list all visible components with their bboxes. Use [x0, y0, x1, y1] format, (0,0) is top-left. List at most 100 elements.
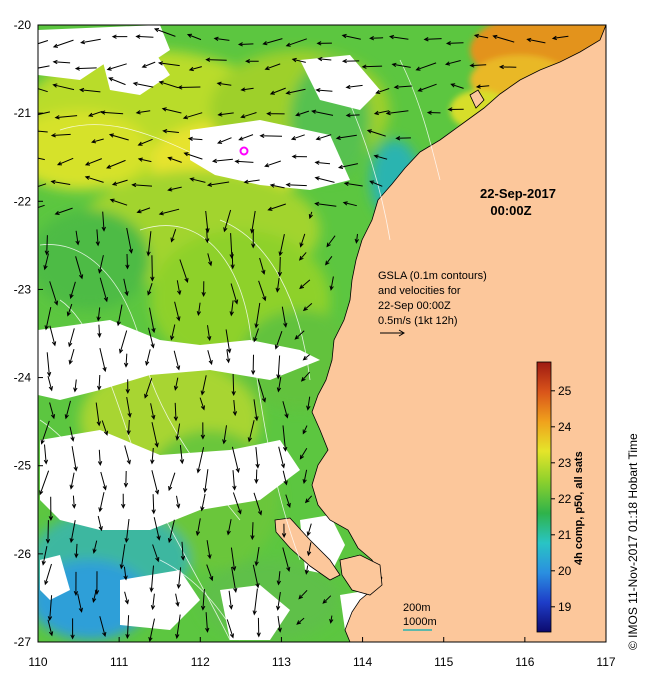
- velocity-arrow: [151, 422, 159, 448]
- y-tick-label: -23: [14, 282, 32, 296]
- velocity-arrow: [232, 492, 242, 515]
- velocity-arrow: [116, 304, 123, 327]
- velocity-arrow: [52, 59, 71, 65]
- velocity-arrow: [137, 138, 153, 146]
- velocity-arrow: [341, 58, 360, 64]
- velocity-arrow: [99, 616, 107, 637]
- velocity-arrow: [354, 233, 360, 244]
- velocity-arrow: [204, 228, 210, 244]
- velocity-arrow: [175, 423, 181, 441]
- sea-surface-temperature-map: [38, 25, 606, 642]
- velocity-arrow: [266, 111, 285, 116]
- velocity-arrow: [302, 469, 308, 485]
- velocity-arrow: [132, 81, 154, 88]
- velocity-arrow: [341, 33, 361, 40]
- velocity-arrow: [445, 41, 464, 46]
- velocity-arrow: [95, 402, 101, 427]
- velocity-arrow: [189, 177, 206, 183]
- velocity-arrow: [373, 154, 388, 160]
- velocity-arrow: [417, 83, 437, 92]
- velocity-arrow: [101, 211, 106, 232]
- velocity-arrow: [302, 303, 313, 312]
- velocity-arrow: [73, 379, 78, 393]
- velocity-arrow: [282, 401, 289, 419]
- velocity-arrow: [119, 544, 126, 570]
- velocity-arrow: [38, 157, 45, 161]
- velocity-arrow: [73, 571, 79, 597]
- velocity-arrow: [325, 256, 333, 266]
- velocity-arrow: [294, 330, 305, 340]
- velocity-arrow: [258, 280, 267, 302]
- velocity-arrow: [250, 522, 255, 541]
- velocity-arrow: [123, 566, 128, 581]
- velocity-arrow: [281, 523, 287, 539]
- velocity-arrow: [137, 157, 152, 163]
- velocity-arrow: [71, 446, 78, 472]
- velocity-arrow: [395, 136, 411, 141]
- velocity-arrow: [47, 595, 53, 622]
- velocity-arrow: [79, 87, 101, 93]
- velocity-arrow: [200, 588, 206, 611]
- velocity-arrow: [206, 564, 214, 582]
- velocity-arrow: [75, 230, 80, 246]
- y-tick-label: -24: [14, 371, 32, 385]
- velocity-arrow: [99, 347, 107, 373]
- velocity-arrow: [257, 379, 266, 403]
- velocity-arrow: [177, 85, 201, 90]
- velocity-arrow: [200, 493, 206, 512]
- colorbar-tick-label: 25: [558, 384, 572, 398]
- velocity-arrow: [291, 154, 308, 159]
- island: [339, 554, 383, 596]
- velocity-arrow: [302, 425, 308, 435]
- info-line-3: 22-Sep 00:00Z: [378, 300, 451, 312]
- velocity-arrow: [269, 183, 285, 189]
- velocity-arrow: [361, 64, 383, 69]
- velocity-arrow: [290, 134, 305, 141]
- y-tick-label: -21: [14, 106, 32, 120]
- velocity-arrow: [345, 113, 360, 118]
- velocity-arrow: [369, 180, 383, 187]
- velocity-arrow: [388, 34, 409, 40]
- velocity-arrow: [167, 186, 182, 192]
- velocity-arrow: [229, 233, 234, 260]
- velocity-arrow: [326, 235, 336, 248]
- velocity-arrow: [179, 259, 189, 283]
- velocity-arrow: [98, 255, 104, 274]
- x-tick-label: 113: [272, 655, 291, 669]
- velocity-arrow: [182, 112, 203, 120]
- velocity-arrow: [97, 515, 103, 532]
- velocity-arrow: [38, 183, 47, 188]
- velocity-arrow: [149, 565, 154, 593]
- velocity-arrow: [316, 41, 332, 46]
- velocity-arrow: [98, 492, 105, 513]
- velocity-arrow: [492, 34, 515, 43]
- velocity-arrow: [44, 563, 52, 586]
- velocity-arrow: [314, 176, 335, 183]
- velocity-arrow: [151, 470, 160, 495]
- velocity-arrow: [186, 33, 202, 41]
- colorbar-tick-label: 21: [558, 528, 572, 542]
- velocity-arrow: [269, 87, 286, 95]
- info-line-2: and velocities for: [378, 285, 461, 297]
- velocity-arrow: [175, 593, 180, 608]
- velocity-arrow: [69, 281, 76, 300]
- x-tick-label: 111: [110, 655, 129, 669]
- velocity-arrow: [240, 112, 257, 119]
- velocity-arrow: [337, 163, 359, 169]
- velocity-arrow: [136, 207, 151, 214]
- velocity-arrow: [252, 564, 260, 589]
- velocity-arrow: [161, 107, 182, 114]
- velocity-arrow: [158, 208, 180, 216]
- velocity-arrow: [97, 449, 103, 467]
- velocity-arrow: [217, 137, 232, 144]
- velocity-arrow: [162, 129, 179, 134]
- velocity-arrow: [131, 182, 153, 188]
- velocity-arrow: [385, 110, 409, 116]
- peninsula: [274, 517, 341, 581]
- velocity-arrow: [282, 470, 288, 486]
- velocity-arrow: [188, 66, 202, 72]
- velocity-arrow: [201, 281, 206, 298]
- velocity-arrow: [229, 300, 234, 317]
- velocity-arrow: [144, 378, 153, 399]
- velocity-arrow: [49, 281, 59, 306]
